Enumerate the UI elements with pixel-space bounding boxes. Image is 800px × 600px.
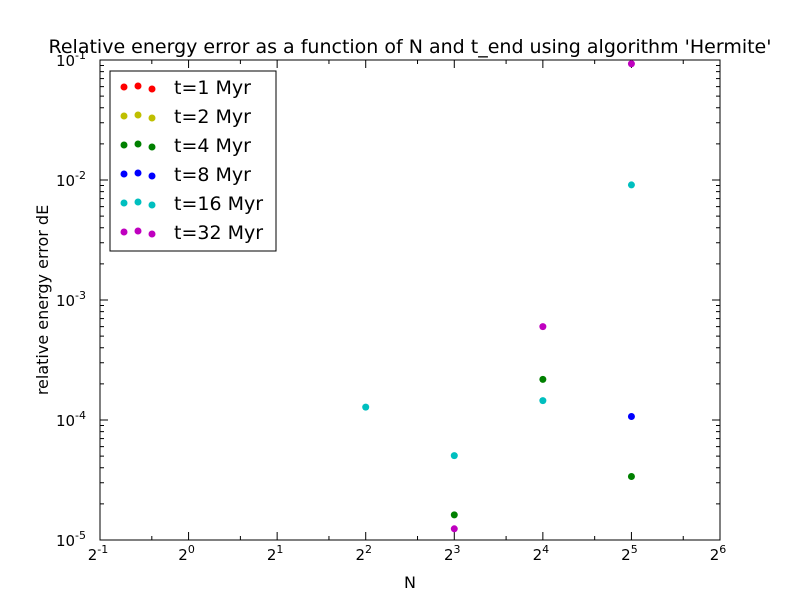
x-tick-label: 26 xyxy=(710,543,727,564)
data-point xyxy=(539,323,547,331)
data-point xyxy=(627,181,635,189)
chart-title: Relative energy error as a function of N… xyxy=(49,36,772,58)
legend-marker xyxy=(120,228,128,236)
legend-marker xyxy=(148,143,156,151)
legend-marker xyxy=(120,112,128,120)
legend-label: t=1 Myr xyxy=(174,77,251,99)
data-points xyxy=(362,60,635,533)
legend-marker xyxy=(120,199,128,207)
legend-marker xyxy=(134,169,142,177)
legend-marker xyxy=(148,114,156,122)
legend-label: t=16 Myr xyxy=(174,193,263,215)
legend-label: t=4 Myr xyxy=(174,135,251,157)
legend-marker xyxy=(134,140,142,148)
y-axis-label: relative energy error dE xyxy=(33,205,52,395)
legend-marker xyxy=(134,198,142,206)
data-point xyxy=(539,375,547,383)
legend-marker xyxy=(120,83,128,91)
data-point xyxy=(450,525,458,533)
legend-marker xyxy=(134,227,142,235)
data-point xyxy=(539,397,547,405)
legend-marker xyxy=(148,172,156,180)
x-tick-label: 24 xyxy=(533,543,550,564)
legend-marker xyxy=(134,82,142,90)
y-tick-label: 10-1 xyxy=(56,49,86,70)
legend-marker xyxy=(148,201,156,209)
legend-marker xyxy=(134,111,142,119)
x-tick-label: 23 xyxy=(444,543,461,564)
x-tick-label: 22 xyxy=(355,543,372,564)
y-tick-label: 10-4 xyxy=(56,409,86,430)
legend-marker xyxy=(120,141,128,149)
x-axis-label: N xyxy=(404,573,416,592)
data-point xyxy=(450,511,458,519)
legend-label: t=32 Myr xyxy=(174,222,263,244)
x-tick-label: 20 xyxy=(178,543,195,564)
x-tick-label: 25 xyxy=(621,543,638,564)
legend-marker xyxy=(148,85,156,93)
data-point xyxy=(450,452,458,460)
data-point xyxy=(362,403,370,411)
data-point xyxy=(627,473,635,481)
y-tick-label: 10-3 xyxy=(56,289,86,310)
x-tick-label: 2-1 xyxy=(88,543,109,564)
legend-label: t=8 Myr xyxy=(174,164,251,186)
y-tick-label: 10-2 xyxy=(56,169,86,190)
data-point xyxy=(627,412,635,420)
y-tick-label: 10-5 xyxy=(56,529,86,550)
legend-marker xyxy=(148,230,156,238)
x-tick-label: 21 xyxy=(267,543,284,564)
legend-marker xyxy=(120,170,128,178)
legend-box xyxy=(109,70,277,252)
legend-label: t=2 Myr xyxy=(174,106,251,128)
data-point xyxy=(627,60,635,68)
legend: t=1 Myr t=2 Myr t=4 Myr t=8 Myr t=16 Myr t=32… xyxy=(109,70,277,252)
